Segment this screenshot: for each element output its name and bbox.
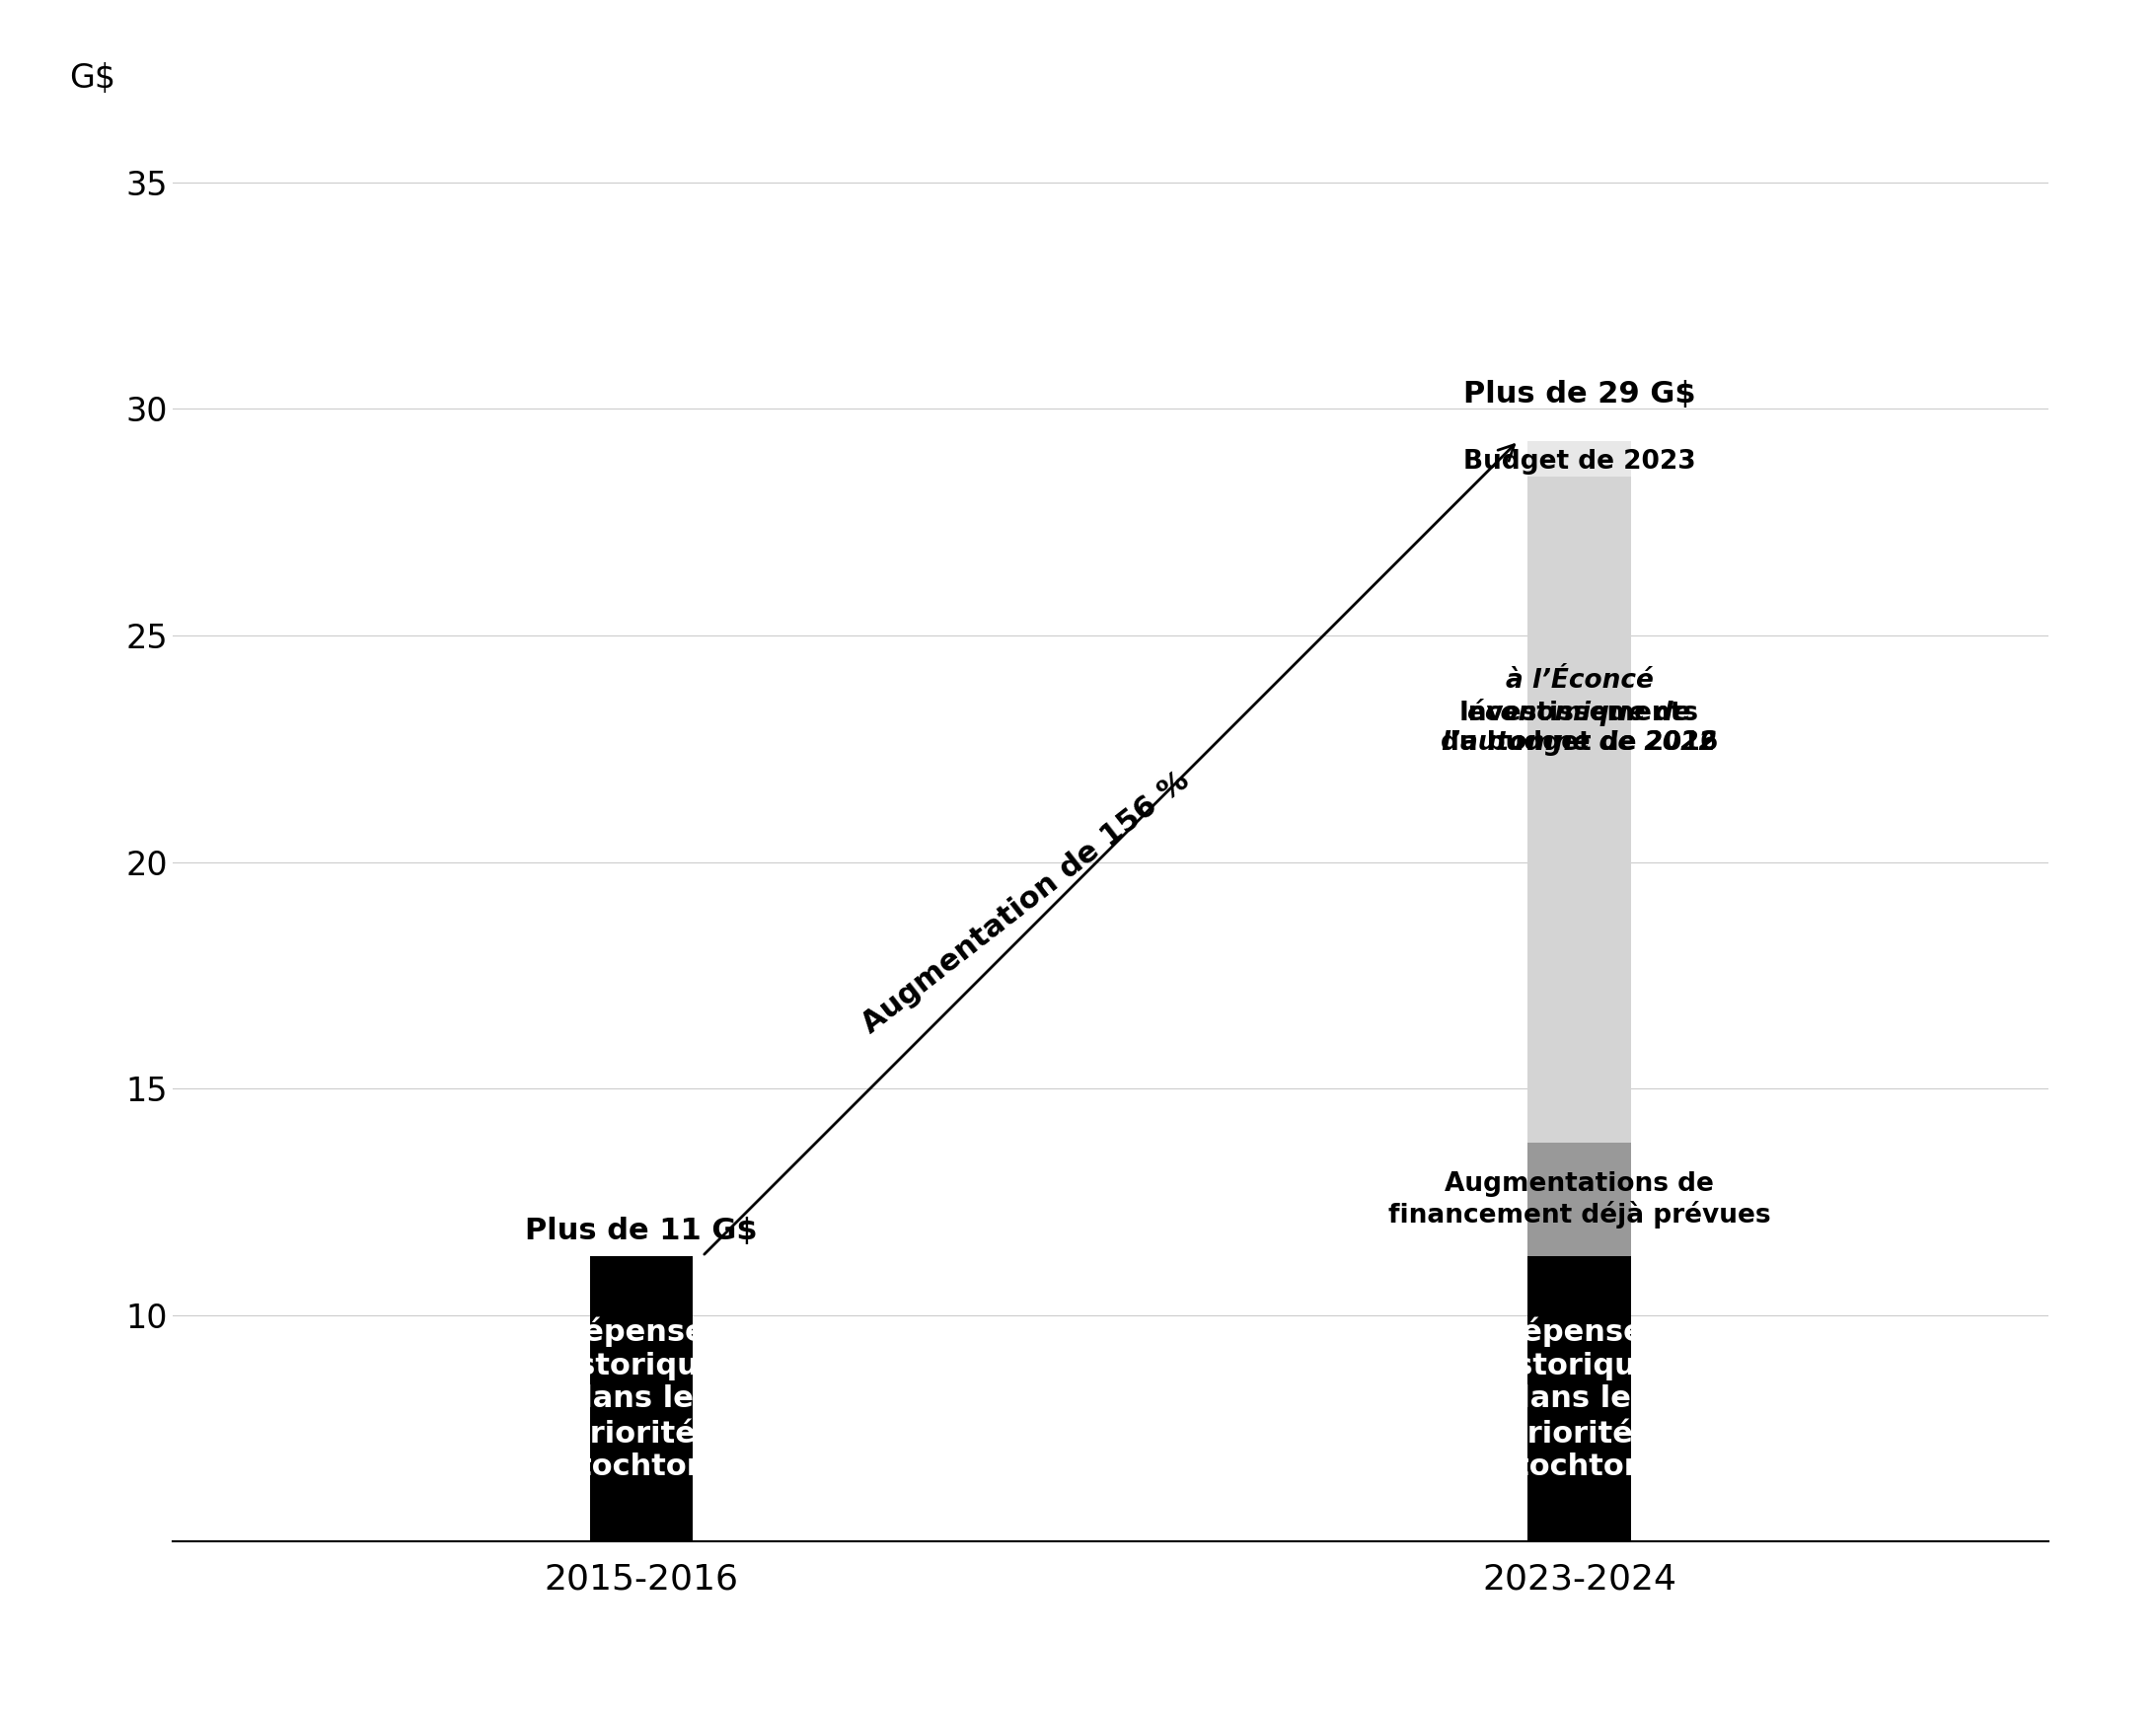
Bar xyxy=(1529,440,1630,476)
Bar xyxy=(1529,476,1630,1143)
Text: Investissements
du budget de 2016: Investissements du budget de 2016 xyxy=(1440,701,1718,755)
Text: Augmentation de 156 %: Augmentation de 156 % xyxy=(856,766,1194,1040)
Text: Dépenses
historiques
dans les
priorités
autochtones: Dépenses historiques dans les priorités … xyxy=(1475,1317,1684,1482)
Text: Augmentations de
financement déjà prévues: Augmentations de financement déjà prévue… xyxy=(1388,1170,1770,1228)
Bar xyxy=(1529,1256,1630,1542)
Text: à l’Éconcé
économique de
l’automne de 2022: à l’Éconcé économique de l’automne de 20… xyxy=(1442,610,1716,755)
Text: G$: G$ xyxy=(69,62,116,94)
Text: Dépenses
historiques
dans les
priorités
autochtones: Dépenses historiques dans les priorités … xyxy=(537,1317,746,1482)
Bar xyxy=(1529,1143,1630,1256)
Text: Budget de 2023: Budget de 2023 xyxy=(1464,449,1695,475)
Text: Plus de 29 G$: Plus de 29 G$ xyxy=(1464,380,1695,409)
Text: Plus de 11 G$: Plus de 11 G$ xyxy=(526,1216,757,1245)
Bar xyxy=(591,1256,692,1542)
